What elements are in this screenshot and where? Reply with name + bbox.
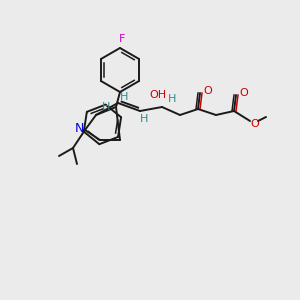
- Text: F: F: [119, 34, 125, 44]
- Text: O: O: [250, 119, 260, 129]
- Text: N: N: [74, 122, 84, 134]
- Text: H: H: [168, 94, 176, 104]
- Text: H: H: [120, 92, 128, 102]
- Text: O: O: [204, 86, 212, 96]
- Text: H: H: [140, 114, 148, 124]
- Text: H: H: [102, 102, 110, 112]
- Text: OH: OH: [149, 90, 167, 100]
- Text: O: O: [240, 88, 248, 98]
